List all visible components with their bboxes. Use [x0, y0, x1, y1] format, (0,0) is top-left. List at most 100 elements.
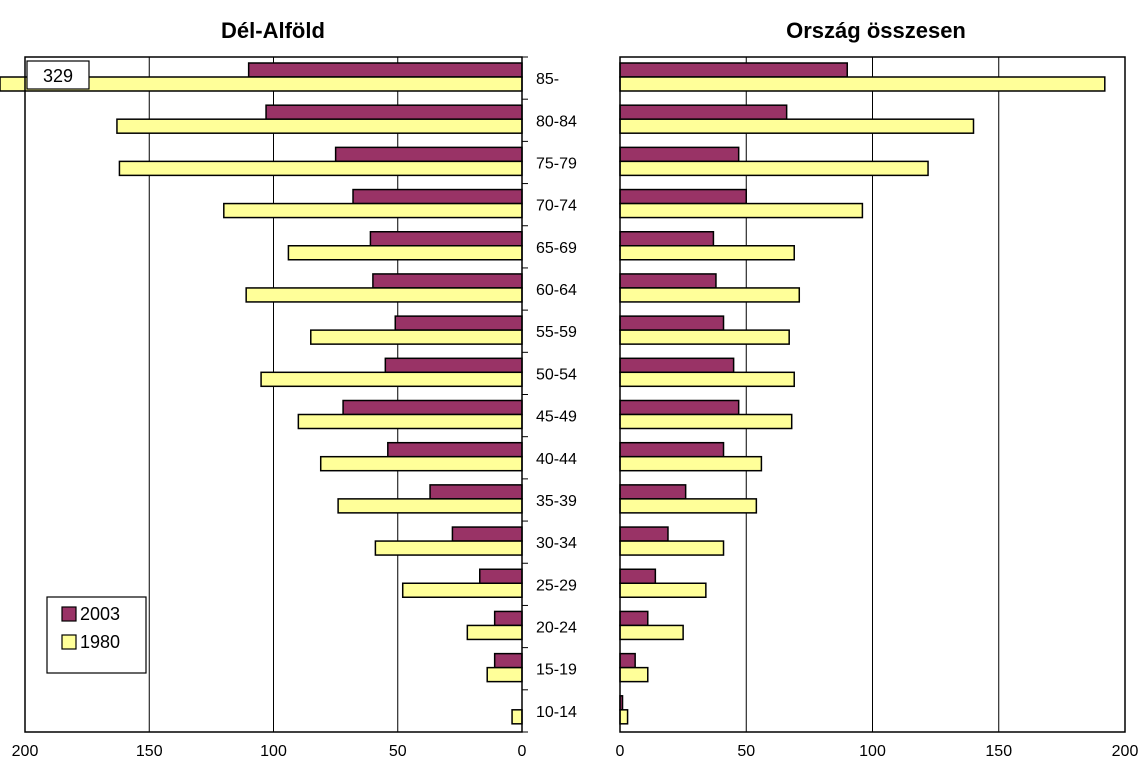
bar-2003-30-34: [451, 526, 523, 542]
legend-swatch-1980: [61, 634, 77, 650]
bar-2003-50-54: [384, 357, 523, 374]
right-x-tick-labels: 0 50 100 150 200: [616, 743, 1139, 760]
age-group-label: 80-84: [536, 113, 577, 130]
bar-1980-15-19: [486, 666, 523, 683]
bar-2003-60-64: [619, 273, 717, 289]
age-group-labels: 85- 80-84 75-79 70-74 65-69 60-64 55-59 50-54 45…: [522, 56, 577, 733]
bar-1980-70-74: [619, 202, 864, 219]
overflow-annotation: 329: [26, 60, 90, 90]
x-tick-label: 100: [260, 743, 287, 760]
bar-1980-50-54: [260, 371, 523, 388]
bar-2003-40-44: [619, 441, 725, 458]
age-group-label: 20-24: [536, 620, 577, 637]
bar-1980-30-34: [619, 540, 725, 556]
bar-1980-35-39: [619, 498, 758, 514]
bar-1980-75-79: [118, 160, 523, 177]
bar-2003-45-49: [619, 399, 740, 416]
bar-2003-50-54: [619, 357, 735, 374]
age-group-label: 10-14: [536, 704, 577, 721]
bar-1980-65-69: [287, 245, 523, 261]
x-tick-label: 50: [737, 743, 755, 760]
bar-2003-15-19: [619, 652, 636, 669]
bar-1980-60-64: [245, 287, 523, 303]
bar-2003-80-84: [619, 104, 788, 120]
x-tick-label: 200: [12, 743, 39, 760]
bar-2003-40-44: [387, 441, 523, 458]
bar-2003-25-29: [619, 568, 657, 584]
bar-1980-20-24: [619, 624, 684, 641]
bar-2003-65-69: [369, 231, 523, 247]
bar-2003-70-74: [619, 188, 747, 205]
bar-1980-15-19: [619, 666, 649, 683]
bar-2003-25-29: [479, 568, 523, 584]
bar-1980-80-84: [619, 118, 975, 134]
bar-2003-75-79: [334, 146, 523, 163]
bar-1980-10-14: [511, 709, 523, 725]
age-group-label: 35-39: [536, 493, 577, 510]
bar-2003-45-49: [342, 399, 523, 416]
bar-2003-85-: [247, 62, 523, 78]
bar-2003-55-59: [394, 315, 523, 331]
age-group-label: 40-44: [536, 451, 577, 468]
age-group-label: 25-29: [536, 577, 577, 594]
annotation-box: [26, 60, 90, 90]
bar-1980-55-59: [310, 329, 523, 345]
x-tick-label: 150: [985, 743, 1012, 760]
x-tick-label: 50: [389, 743, 407, 760]
bar-2003-55-59: [619, 315, 725, 331]
bar-1980-20-24: [466, 624, 523, 641]
bar-1980-40-44: [319, 455, 523, 472]
bar-2003-60-64: [372, 273, 523, 289]
x-tick-label: 100: [859, 743, 886, 760]
bar-2003-20-24: [493, 610, 523, 627]
age-group-label: 75-79: [536, 155, 577, 172]
legend-swatch-2003: [61, 606, 77, 622]
age-group-label: 45-49: [536, 409, 577, 426]
right-chart-title: Ország összesen: [786, 18, 966, 43]
bar-1980-45-49: [619, 413, 793, 430]
bar-1980-70-74: [223, 202, 523, 219]
bar-1980-60-64: [619, 287, 801, 303]
left-bars: [0, 62, 523, 725]
x-tick-label: 0: [518, 743, 527, 760]
age-group-label: 60-64: [536, 282, 577, 299]
annotation-label: 329: [43, 66, 73, 86]
bar-1980-45-49: [297, 413, 523, 430]
bar-1980-30-34: [374, 540, 523, 556]
bar-1980-40-44: [619, 455, 763, 472]
bar-2003-35-39: [619, 484, 687, 500]
bar-2003-65-69: [619, 231, 715, 247]
bar-2003-85-: [619, 62, 848, 78]
left-chart-panel: Dél-Alföld 200 150 100 50 0 329 2003 1980: [0, 18, 527, 760]
x-tick-label: 200: [1112, 743, 1139, 760]
legend-label-2003: 2003: [80, 604, 120, 624]
bar-2003-35-39: [429, 484, 523, 500]
bar-1980-10-14: [619, 709, 629, 725]
age-group-label: 15-19: [536, 662, 577, 679]
bar-2003-75-79: [619, 146, 740, 163]
legend-label-1980: 1980: [80, 632, 120, 652]
bar-1980-50-54: [619, 371, 795, 388]
bar-1980-85-: [619, 76, 1106, 92]
x-tick-label: 0: [616, 743, 625, 760]
right-plot-frame: [619, 56, 1126, 733]
bar-2003-15-19: [493, 652, 523, 669]
bar-1980-65-69: [619, 245, 795, 261]
age-group-label: 30-34: [536, 535, 577, 552]
x-tick-label: 150: [136, 743, 163, 760]
legend: 2003 1980: [46, 596, 147, 674]
bar-1980-55-59: [619, 329, 790, 345]
age-group-label: 65-69: [536, 240, 577, 257]
bar-1980-25-29: [619, 582, 707, 598]
right-chart-panel: Ország összesen 0 50 100 150 200: [616, 18, 1139, 760]
right-bars: [619, 62, 1106, 725]
bar-1980-75-79: [619, 160, 929, 177]
age-group-label: 50-54: [536, 366, 577, 383]
bar-1980-25-29: [401, 582, 523, 598]
left-x-tick-labels: 200 150 100 50 0: [12, 743, 527, 760]
age-group-label: 70-74: [536, 198, 577, 215]
bar-2003-30-34: [619, 526, 669, 542]
bar-1980-80-84: [116, 118, 523, 134]
age-group-label: 85-: [536, 71, 559, 88]
